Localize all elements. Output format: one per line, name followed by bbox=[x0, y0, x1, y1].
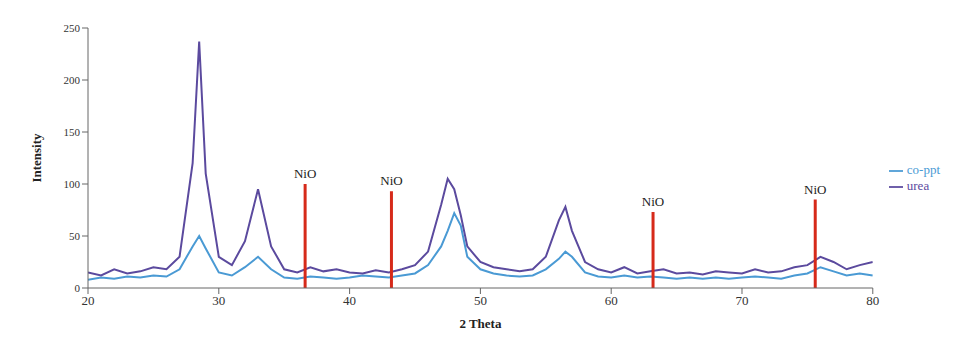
svg-text:150: 150 bbox=[64, 126, 81, 138]
svg-text:50: 50 bbox=[69, 230, 81, 242]
svg-text:80: 80 bbox=[866, 293, 879, 308]
svg-text:200: 200 bbox=[64, 74, 81, 86]
html-text:co-ppt: co-ppt bbox=[906, 162, 940, 177]
html-text:urea: urea bbox=[906, 178, 930, 193]
svg-text:NiO: NiO bbox=[380, 173, 402, 188]
svg-text:NiO: NiO bbox=[804, 182, 826, 197]
svg-text:50: 50 bbox=[474, 293, 487, 308]
svg-text:0: 0 bbox=[75, 282, 81, 294]
svg-text:30: 30 bbox=[212, 293, 225, 308]
svg-text:Intensity: Intensity bbox=[29, 133, 44, 183]
svg-text:2 Theta: 2 Theta bbox=[459, 316, 502, 331]
svg-text:20: 20 bbox=[82, 293, 95, 308]
svg-text:100: 100 bbox=[64, 178, 81, 190]
svg-text:NiO: NiO bbox=[294, 166, 316, 181]
svg-text:40: 40 bbox=[343, 293, 356, 308]
svg-text:250: 250 bbox=[64, 22, 81, 34]
svg-text:70: 70 bbox=[735, 293, 748, 308]
svg-text:NiO: NiO bbox=[642, 194, 664, 209]
svg-text:60: 60 bbox=[605, 293, 618, 308]
